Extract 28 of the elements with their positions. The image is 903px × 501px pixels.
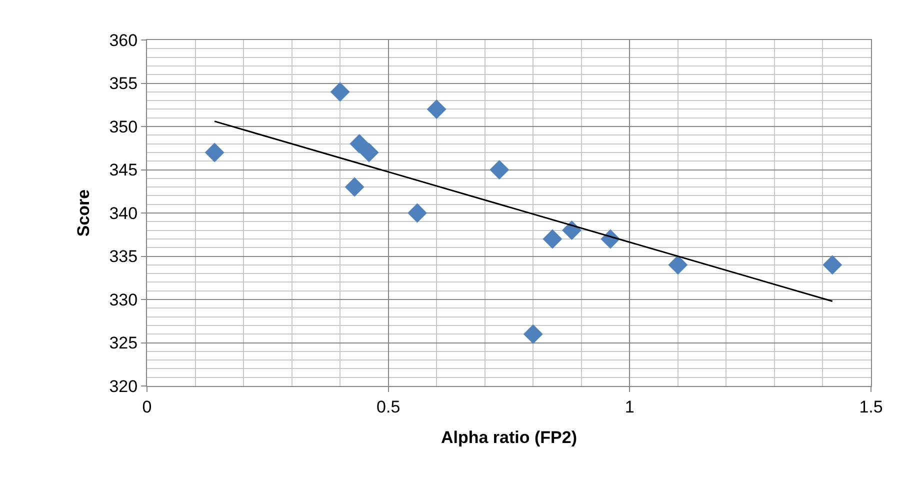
- y-tick-label: 340: [109, 204, 138, 223]
- point: [668, 255, 688, 275]
- y-tick-label: 345: [109, 160, 138, 180]
- x-tick-label: 1: [624, 397, 634, 416]
- y-tick-label: 330: [109, 290, 138, 310]
- point: [562, 220, 582, 240]
- point: [204, 142, 224, 162]
- y-tick-label: 360: [109, 30, 138, 50]
- x-axis-title: Alpha ratio (FP2): [440, 428, 578, 447]
- point: [542, 229, 562, 249]
- y-tick-label: 355: [109, 74, 138, 94]
- point: [408, 203, 428, 223]
- point: [330, 82, 350, 102]
- y-tick-label: 325: [109, 334, 138, 353]
- x-tick-label: 1.5: [859, 397, 883, 416]
- y-tick-label: 320: [109, 376, 138, 396]
- point: [822, 255, 842, 275]
- point: [344, 177, 364, 197]
- point: [350, 134, 370, 154]
- y-tick-label: 350: [109, 117, 138, 136]
- point: [490, 160, 510, 180]
- y-tick-label: 335: [109, 247, 138, 266]
- point: [426, 99, 446, 119]
- x-tick-label: 0.5: [376, 397, 400, 416]
- point: [359, 142, 379, 162]
- y-axis-title: Score: [74, 189, 93, 237]
- point: [523, 324, 543, 344]
- x-tick-label: 0: [142, 397, 152, 416]
